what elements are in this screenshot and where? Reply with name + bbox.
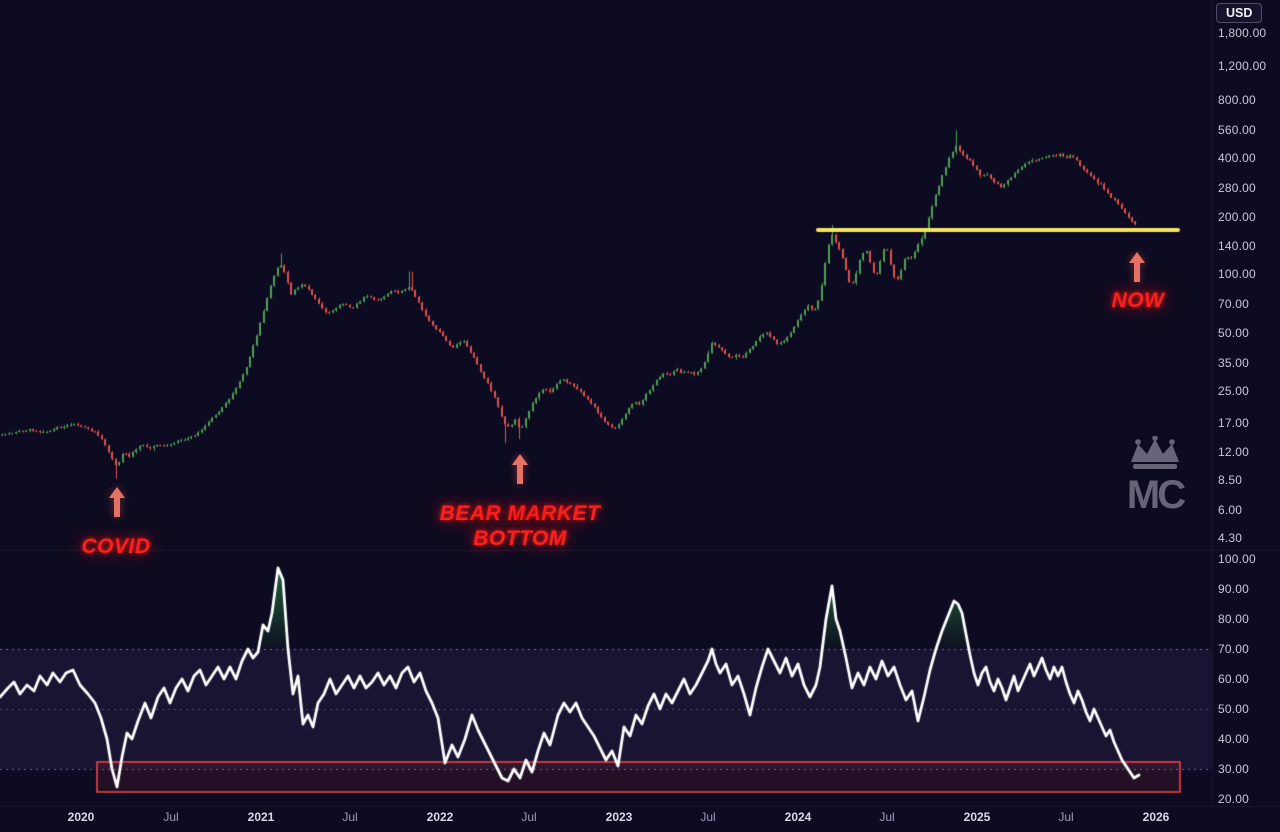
price-tick-label: 50.00 (1218, 326, 1250, 340)
time-tick-label: Jul (342, 810, 358, 824)
time-tick-label: Jul (163, 810, 179, 824)
annotation-bear-market-bottom[interactable]: BEAR MARKET BOTTOM (440, 501, 601, 551)
rsi-tick-label: 60.00 (1218, 672, 1250, 686)
price-tick-label: 800.00 (1218, 93, 1256, 107)
crown-mc-watermark-logo: MC (1127, 436, 1188, 517)
up-arrow-icon[interactable] (109, 487, 125, 517)
annotation-now[interactable]: NOW (1111, 289, 1165, 312)
rsi-tick-label: 90.00 (1218, 582, 1250, 596)
rsi-tick-label: 30.00 (1218, 762, 1250, 776)
time-tick-label: 2022 (426, 810, 454, 824)
price-tick-label: 4.30 (1218, 531, 1243, 545)
time-tick-label: Jul (521, 810, 537, 824)
rsi-tick-label: 100.00 (1218, 552, 1256, 566)
up-arrow-icon[interactable] (512, 454, 528, 484)
annotation-bear-line1: BEAR MARKET (439, 502, 601, 525)
price-tick-label: 400.00 (1218, 151, 1256, 165)
time-tick-label: Jul (1058, 810, 1074, 824)
price-tick-label: 8.50 (1218, 473, 1243, 487)
rsi-tick-label: 40.00 (1218, 732, 1250, 746)
currency-badge-label: USD (1226, 6, 1253, 20)
price-tick-label: 12.00 (1218, 445, 1250, 459)
price-tick-label: 100.00 (1218, 267, 1256, 281)
price-tick-label: 17.00 (1218, 416, 1250, 430)
currency-badge[interactable]: USD (1216, 3, 1263, 23)
annotation-bear-line2: BOTTOM (473, 527, 567, 550)
crown-icon (1131, 436, 1179, 469)
rsi-tick-label: 20.00 (1218, 792, 1250, 806)
price-tick-label: 70.00 (1218, 297, 1250, 311)
price-tick-label: 560.00 (1218, 123, 1256, 137)
price-tick-label: 25.00 (1218, 384, 1250, 398)
time-tick-label: Jul (879, 810, 895, 824)
price-tick-label: 140.00 (1218, 239, 1256, 253)
time-tick-label: 2026 (1142, 810, 1170, 824)
time-tick-label: 2020 (67, 810, 95, 824)
time-tick-label: 2021 (247, 810, 275, 824)
price-tick-label: 200.00 (1218, 210, 1256, 224)
rsi-tick-label: 80.00 (1218, 612, 1250, 626)
time-tick-label: 2023 (605, 810, 633, 824)
price-tick-label: 1,800.00 (1218, 26, 1267, 40)
time-tick-label: Jul (700, 810, 716, 824)
price-tick-label: 1,200.00 (1218, 59, 1267, 73)
rsi-tick-label: 50.00 (1218, 702, 1250, 716)
time-tick-label: 2025 (963, 810, 991, 824)
time-tick-label: 2024 (784, 810, 812, 824)
price-tick-label: 280.00 (1218, 181, 1256, 195)
rsi-tick-label: 70.00 (1218, 642, 1250, 656)
price-tick-label: 35.00 (1218, 356, 1250, 370)
up-arrow-icon[interactable] (1129, 252, 1145, 282)
watermark-text: MC (1127, 473, 1185, 517)
annotation-covid[interactable]: COVID (81, 535, 151, 558)
price-tick-label: 6.00 (1218, 503, 1243, 517)
